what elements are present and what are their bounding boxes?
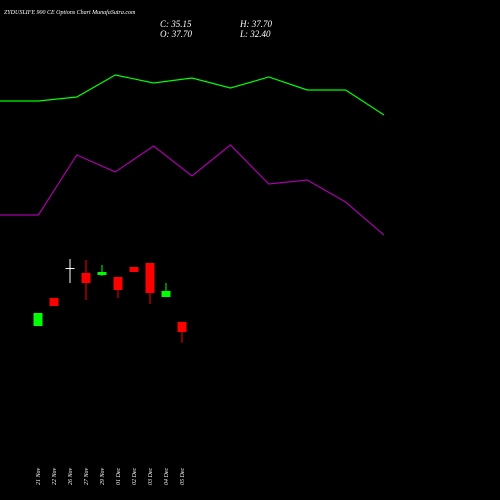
- candle-body: [145, 262, 155, 293]
- x-tick-label: 27 Nov: [84, 467, 90, 485]
- x-tick-label: 01 Dec: [116, 468, 122, 485]
- candle-body: [129, 266, 139, 272]
- open-label: O: 37.70: [160, 29, 192, 39]
- close-label: C: 35.15: [160, 19, 192, 29]
- candle-body: [81, 272, 91, 283]
- candle-body: [33, 312, 43, 326]
- candle-body: [49, 298, 59, 306]
- indicator-line: [0, 144, 385, 236]
- candle-body: [113, 276, 123, 290]
- x-tick-label: 21 Nov: [36, 467, 42, 485]
- x-tick-label: 02 Dec: [132, 468, 138, 485]
- candle-body: [161, 290, 171, 297]
- chart-title: ZYDUSLIFE 900 CE Options Chart MunafaSut…: [4, 9, 136, 16]
- x-tick-label: 26 Nov: [68, 467, 74, 485]
- x-tick-label: 05 Dec: [180, 468, 186, 485]
- indicator-line: [0, 74, 385, 116]
- x-tick-label: 29 Nov: [100, 467, 106, 485]
- candle-body: [65, 268, 75, 269]
- x-tick-label: 03 Dec: [148, 468, 154, 485]
- candle-body: [177, 322, 187, 332]
- x-tick-label: 22 Nov: [52, 467, 58, 485]
- x-tick-label: 04 Dec: [163, 468, 170, 485]
- low-label: L: 32.40: [239, 29, 271, 39]
- high-label: H: 37.70: [239, 19, 272, 29]
- candle-body: [97, 272, 107, 275]
